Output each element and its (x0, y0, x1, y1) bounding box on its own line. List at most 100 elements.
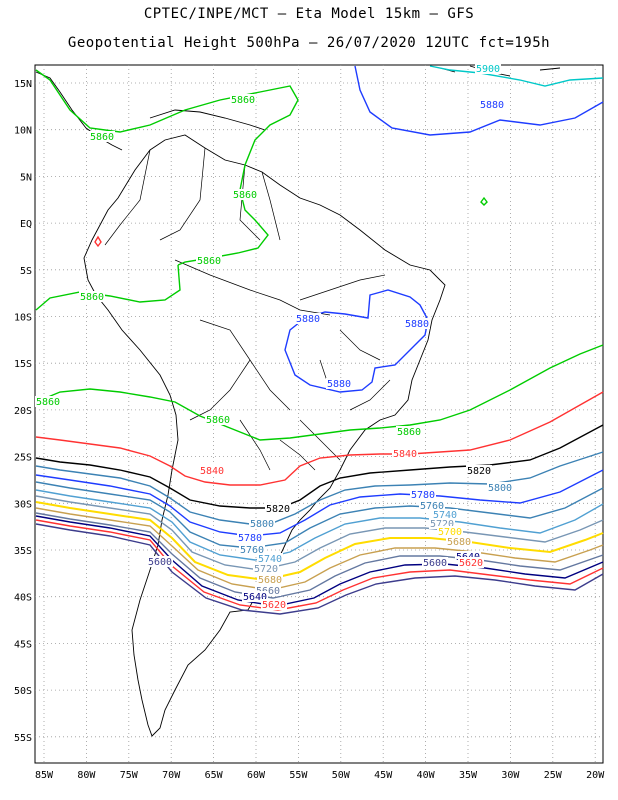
contour-small-red (94, 235, 102, 248)
contour-5720 (35, 495, 604, 571)
latitude-tick-label: 10S (14, 313, 32, 324)
contour-label-5880: 5880 (405, 319, 429, 330)
contour-label-5760: 5760 (420, 501, 444, 512)
contour-label-5900: 5900 (476, 64, 500, 75)
contour-label-5860: 5860 (36, 397, 60, 408)
contour-label-background (487, 482, 513, 493)
contour-label-5660: 5660 (256, 586, 280, 597)
contour-label-background (253, 563, 279, 574)
contour-label-5880: 5880 (296, 314, 320, 325)
contour-label-background (205, 414, 231, 425)
contour-label-background (196, 255, 222, 266)
longitude-tick-label: 30W (501, 770, 520, 781)
contour-label-background (404, 318, 430, 329)
contour-5880-brazil (284, 289, 429, 393)
contour-label-5860: 5860 (397, 427, 421, 438)
contour-label-5820: 5820 (266, 504, 290, 515)
contour-label-5800: 5800 (488, 483, 512, 494)
contour-label-background (257, 574, 283, 585)
contour-label-5620: 5620 (262, 600, 286, 611)
longitude-tick-label: 50W (332, 770, 351, 781)
contour-label-5720: 5720 (430, 519, 454, 530)
longitude-tick-label: 80W (77, 770, 96, 781)
contour-label-background (265, 503, 291, 514)
longitude-tick-label: 60W (247, 770, 266, 781)
contour-label-background (422, 557, 448, 568)
contour-5860-south (35, 344, 604, 441)
contour-5800 (35, 451, 604, 525)
contour-label-background (429, 518, 455, 529)
contour-label-background (432, 509, 458, 520)
contour-5860-mid (35, 264, 181, 311)
longitude-tick-label: 20W (586, 770, 605, 781)
contour-label-background (458, 557, 484, 568)
contour-5640 (35, 515, 604, 607)
contour-label-5620: 5620 (459, 558, 483, 569)
longitude-tick-label: 35W (459, 770, 478, 781)
contour-5760 (35, 481, 604, 549)
contour-label-5720: 5720 (254, 564, 278, 575)
latitude-tick-label: 15S (14, 359, 32, 370)
contour-label-5860: 5860 (90, 132, 114, 143)
contour-5620 (35, 519, 604, 611)
contour-label-5760: 5760 (240, 545, 264, 556)
longitude-labels: 85W 80W 75W 70W 65W 60W 55W 50W 45W 40W 35W 30W 25W 2… (35, 770, 605, 781)
contour-label-5680: 5680 (258, 575, 282, 586)
longitude-tick-label: 40W (417, 770, 436, 781)
longitude-tick-label: 70W (162, 770, 181, 781)
contour-label-5860: 5860 (233, 190, 257, 201)
contour-label-background (249, 518, 275, 529)
contour-label-5860: 5860 (80, 292, 104, 303)
contour-label-background (396, 426, 422, 437)
latitude-tick-label: 30S (14, 499, 32, 510)
latitude-tick-label: 35S (14, 546, 32, 557)
contour-label-5600: 5600 (148, 557, 172, 568)
contour-label-5780: 5780 (238, 533, 262, 544)
longitude-tick-label: 45W (374, 770, 393, 781)
latitude-tick-label: 15N (14, 79, 32, 90)
contour-5660 (35, 512, 604, 599)
geopotential-contours (35, 65, 604, 615)
contour-label-5740: 5740 (433, 510, 457, 521)
contour-5860-north (35, 69, 299, 266)
contour-label-background (35, 396, 61, 407)
latitude-tick-label: EQ (20, 219, 32, 230)
contour-label-5840: 5840 (393, 449, 417, 460)
contour-label-5600: 5600 (423, 558, 447, 569)
contour-label-background (479, 99, 505, 110)
latitude-tick-label: 45S (14, 639, 32, 650)
contour-label-background (392, 448, 418, 459)
contour-label-background (239, 544, 265, 555)
contour-label-background (295, 313, 321, 324)
contour-label-background (242, 591, 268, 602)
longitude-tick-label: 25W (544, 770, 563, 781)
boundary-lines (104, 147, 391, 471)
contour-5840 (35, 391, 604, 486)
latitude-tick-label: 55S (14, 733, 32, 744)
contour-5900-small (480, 196, 488, 206)
contour-label-5880: 5880 (480, 100, 504, 111)
contour-label-background (419, 500, 445, 511)
contour-label-background (147, 556, 173, 567)
contour-label-5880: 5880 (327, 379, 351, 390)
contour-label-background (230, 94, 256, 105)
contour-label-background (455, 551, 481, 562)
contour-label-5820: 5820 (467, 466, 491, 477)
contour-5700 (35, 501, 604, 582)
map-frame (34, 64, 604, 764)
caribbean-coastline (149, 109, 266, 131)
contour-label-5640: 5640 (243, 592, 267, 603)
contour-label-background (410, 489, 436, 500)
contour-label-background (466, 465, 492, 476)
map-subtitle: Geopotential Height 500hPa – 26/07/2020 … (67, 35, 551, 51)
longitude-tick-label: 65W (205, 770, 224, 781)
contour-label-background (437, 526, 463, 537)
latitude-tick-label: 40S (14, 593, 32, 604)
contour-label-5860: 5860 (206, 415, 230, 426)
contour-label-5680: 5680 (447, 537, 471, 548)
contour-label-background (261, 599, 287, 610)
contour-label-background (89, 131, 115, 142)
contour-label-background (446, 536, 472, 547)
graticule (35, 65, 603, 763)
